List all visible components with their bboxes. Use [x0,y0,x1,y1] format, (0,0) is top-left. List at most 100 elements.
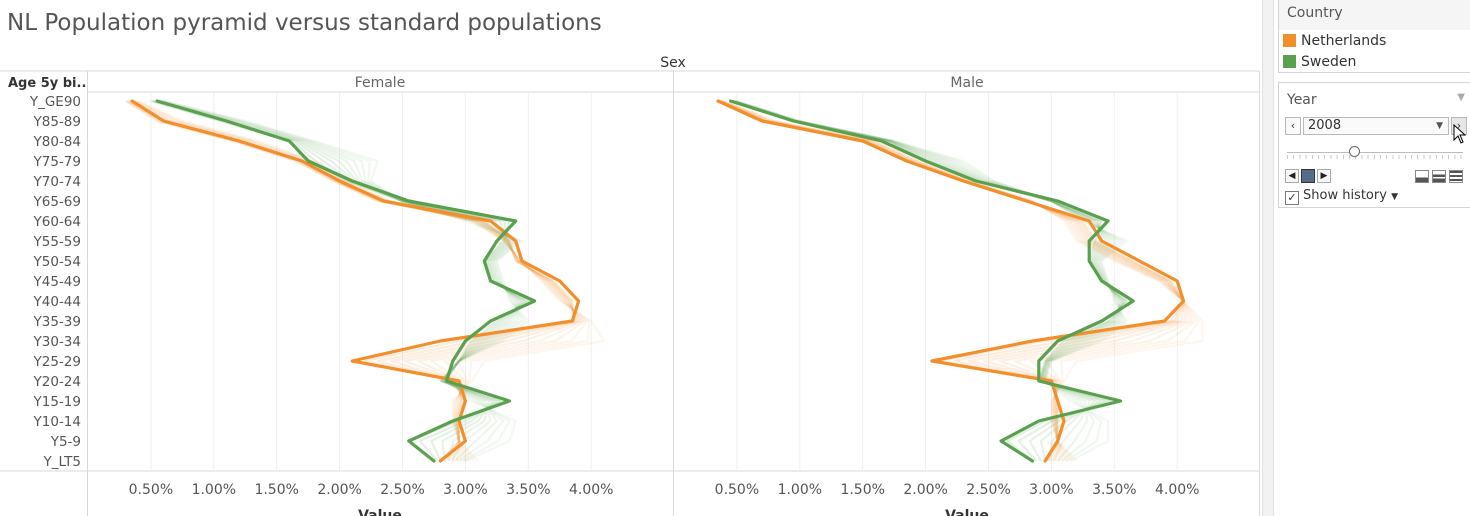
history-line [723,99,1204,462]
y-category-label: Y25-29 [33,354,81,370]
history-line [156,99,522,462]
history-line [736,99,1129,462]
y-category-label: Y30-34 [33,334,81,350]
grid-layer [0,70,1260,516]
year-select[interactable]: 2008 ▼ [1303,117,1449,135]
x-tick-label: 1.00% [778,482,822,498]
y-category-label: Y5-9 [50,434,81,450]
x-tick-label: 3.50% [506,482,550,498]
y-category-label: Y10-14 [33,414,81,430]
y-category-label: Y65-69 [33,194,81,210]
x-axis-title-male: Value [945,508,989,516]
year-menu-caret-icon[interactable]: ▼ [1457,92,1465,103]
x-tick-label: 2.00% [903,482,947,498]
dashboard-divider [1262,0,1274,516]
y-category-label: Y70-74 [33,174,81,190]
stop-button[interactable] [1301,169,1315,183]
speed-medium-icon[interactable] [1432,170,1446,183]
y-category-label: Y45-49 [33,274,81,290]
y-category-label: Y75-79 [33,154,81,170]
series-line [716,99,1186,463]
history-line [718,99,1185,462]
history-line [137,99,605,462]
y-category-label: Y35-39 [33,314,81,330]
history-line [163,99,530,463]
history-line [735,99,1124,462]
x-tick-label: 3.00% [1029,482,1073,498]
x-tick-label: 0.50% [129,482,173,498]
y-category-label: Y60-64 [33,214,81,230]
history-line [735,99,1126,462]
show-history-toggle[interactable]: ✓ Show history ▼ [1285,188,1398,205]
country-legend: Country Netherlands Sweden [1278,0,1470,73]
history-line [723,99,1201,462]
year-slider-track[interactable] [1287,152,1463,153]
series-line [130,99,581,463]
x-tick-label: 3.50% [1092,482,1136,498]
speed-slow-icon[interactable] [1415,170,1429,183]
history-line [159,99,519,462]
legend-item-sweden[interactable]: Sweden [1283,54,1356,72]
y-category-label: Y_GE90 [29,94,81,110]
year-filter-title: Year [1287,92,1317,108]
y-category-label: Y50-54 [33,254,81,270]
history-line [154,99,524,462]
y-category-label: Y15-19 [33,394,81,410]
panel-header-female: Female [355,75,406,91]
y-category-label: Y80-84 [33,134,81,150]
legend-item-netherlands[interactable]: Netherlands [1283,33,1386,51]
year-slider-thumb[interactable] [1349,146,1360,157]
label-layer: 0.50% 1.00% 1.50% 2.00% 2.50% 3.00% 3.50% 4.00%… [29,94,1200,498]
play-forward-button[interactable]: ▶ [1317,169,1331,183]
history-line [720,99,1187,462]
legend-header-band [1279,0,1470,30]
x-tick-label: 2.00% [317,482,361,498]
history-line [160,99,523,462]
x-axis-title-female: Value [358,508,402,516]
netherlands-swatch [1283,34,1296,47]
history-line [721,99,1190,462]
row-header-age: Age 5y bi.. [8,76,86,91]
caret-down-icon: ▼ [1391,192,1398,202]
year-slider-ticks [1287,155,1463,159]
history-line [136,100,591,462]
x-tick-label: 1.00% [192,482,236,498]
legend-title: Country [1287,5,1343,21]
history-line [733,99,1123,462]
history-line [157,99,519,462]
history-line [722,99,1197,462]
year-prev-button[interactable]: ‹ [1285,117,1301,135]
x-tick-label: 1.50% [840,482,884,498]
legend-label-netherlands: Netherlands [1301,33,1387,49]
page-title: NL Population pyramid versus standard po… [7,10,602,36]
y-category-label: Y85-89 [33,114,81,130]
x-tick-label: 2.50% [966,482,1010,498]
x-tick-label: 1.50% [254,482,298,498]
history-line [734,99,1122,462]
history-line [161,99,526,462]
x-tick-label: 3.00% [443,482,487,498]
y-category-label: Y40-44 [33,294,81,310]
column-header-sex: Sex [660,55,686,71]
play-backward-button[interactable]: ◀ [1285,169,1299,183]
legend-label-sweden: Sweden [1301,54,1357,70]
chevron-down-icon: ▼ [1436,121,1443,131]
checkbox-checked-icon[interactable]: ✓ [1285,191,1299,205]
sweden-swatch [1283,55,1296,68]
x-tick-label: 4.00% [1155,482,1199,498]
x-tick-label: 0.50% [715,482,759,498]
frame-layer: Sex Age 5y bi.. Female Male Value Value [8,55,989,516]
x-tick-label: 4.00% [569,482,613,498]
x-tick-label: 2.50% [380,482,424,498]
history-line [717,99,1185,462]
show-history-label: Show history [1303,188,1387,203]
y-category-label: Y_LT5 [43,454,82,470]
year-filter: Year ▼ ‹ 2008 ▼ › ◀ ▶ ✓ Show history ▼ [1278,82,1470,208]
history-line [733,99,1122,462]
year-select-value: 2008 [1308,118,1342,133]
speed-fast-icon[interactable] [1449,170,1463,183]
series-layer [130,99,1186,463]
panel-header-male: Male [950,75,983,91]
mouse-pointer-icon [1453,124,1467,144]
y-category-label: Y20-24 [33,374,81,390]
